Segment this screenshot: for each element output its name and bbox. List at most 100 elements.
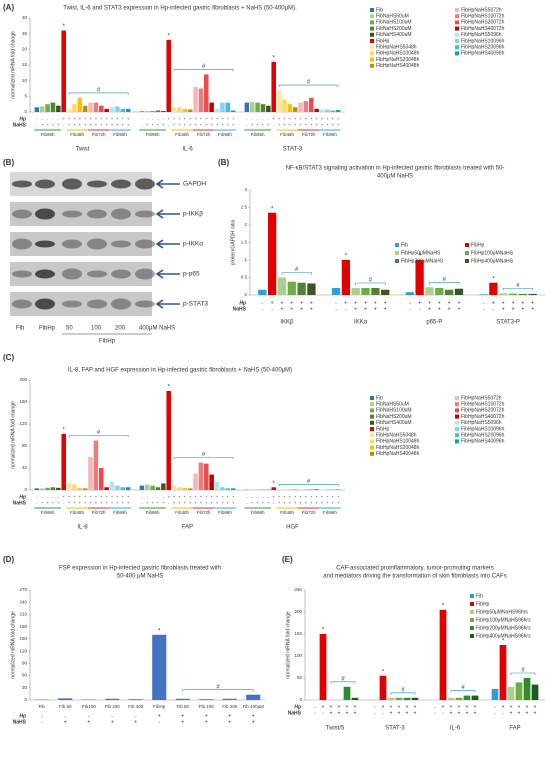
hp-sign: + — [337, 116, 340, 121]
group-label: p65-P — [426, 320, 442, 326]
bar — [508, 293, 518, 295]
hp-sign: - — [252, 494, 254, 499]
y-tick-label: 120 — [19, 648, 27, 653]
bar — [271, 487, 276, 490]
bar — [515, 682, 523, 700]
hp-sign: - — [268, 116, 270, 121]
nahs-sign: + — [162, 500, 165, 505]
panel-label: (E) — [282, 555, 293, 564]
y-tick-label: 0 — [24, 697, 27, 702]
nahs-sign: + — [414, 710, 417, 716]
lane-label: 100 — [91, 326, 102, 332]
hp-sign: - — [335, 300, 337, 306]
group-label: HGF — [286, 525, 299, 531]
nahs-sign: + — [294, 122, 297, 127]
nahs-sign: + — [346, 710, 349, 716]
nahs-sign: + — [512, 306, 515, 312]
panel-label: (A) — [3, 3, 14, 12]
nahs-sign: + — [89, 122, 92, 127]
hp-sign: - — [246, 494, 248, 499]
hp-sign: + — [278, 116, 281, 121]
x-tick-label: Fib 400 — [128, 704, 144, 709]
nahs-sign: + — [267, 122, 270, 127]
significance-mark: # — [97, 87, 101, 93]
nahs-sign: + — [73, 122, 76, 127]
hp-sign: + — [294, 494, 297, 499]
nahs-sign: - — [419, 306, 421, 312]
hp-sign: + — [315, 116, 318, 121]
legend-label: FibHpNaHS5096h — [461, 420, 502, 426]
hp-sign: + — [227, 116, 230, 121]
nahs-sign: + — [87, 719, 90, 725]
nahs-sign: - — [345, 306, 347, 312]
nahs-sign: + — [178, 122, 181, 127]
hp-sign: - — [135, 713, 137, 719]
hp-sign: + — [232, 494, 235, 499]
significance-mark: # — [341, 676, 345, 682]
chart-title: CAF-associated proinflammatory, tumor-pr… — [336, 566, 494, 572]
hp-sign: + — [390, 704, 393, 710]
legend-swatch — [370, 445, 374, 450]
hp-sign: + — [232, 116, 235, 121]
hp-sign: + — [210, 494, 213, 499]
hp-sign: + — [178, 116, 181, 121]
bar — [115, 106, 120, 112]
nahs-sign: + — [332, 500, 335, 505]
hp-sign: + — [518, 704, 521, 710]
bar — [463, 695, 471, 700]
nahs-sign: - — [141, 500, 143, 505]
hp-sign: + — [521, 300, 524, 306]
nahs-sign: + — [95, 500, 98, 505]
bar — [314, 108, 319, 112]
nahs-sign: + — [321, 500, 324, 505]
hp-sign: + — [290, 300, 293, 306]
nahs-sign: + — [189, 500, 192, 505]
hp-sign: + — [305, 116, 308, 121]
nahs-sign: + — [194, 122, 197, 127]
nahs-sign: + — [354, 306, 357, 312]
bar — [425, 287, 434, 295]
x-tick-label: Fib 50 — [176, 704, 189, 709]
subgroup-label: Fib48h — [175, 132, 189, 137]
bar — [491, 689, 499, 700]
nahs-sign: - — [36, 122, 38, 127]
hp-sign: + — [458, 704, 461, 710]
hp-sign: + — [168, 494, 171, 499]
subgroup-label: Fib96h — [113, 510, 127, 515]
bar — [220, 487, 225, 490]
nahs-sign: + — [518, 710, 521, 716]
y-axis-label: normalized mRNA fold change — [10, 401, 16, 469]
significance-mark: * — [382, 669, 385, 675]
blot-arrow — [155, 269, 180, 279]
significance-mark: * — [492, 276, 495, 282]
group-label: IKKβ — [280, 320, 294, 326]
bar — [266, 105, 271, 112]
panel-label: (C) — [3, 353, 14, 362]
blot-band — [135, 239, 155, 249]
nahs-sign: + — [68, 122, 71, 127]
bar — [77, 488, 83, 490]
legend-label: FibHp200μMNaHS — [401, 258, 444, 264]
bar — [405, 292, 414, 295]
chart-title: FSP expression in Hp-infected gastric fi… — [59, 566, 221, 572]
blot-band — [62, 178, 82, 190]
hp-sign: + — [315, 494, 318, 499]
legend-label: FibHpNaHS40072h — [461, 414, 505, 420]
lane-group-label: FibHp — [99, 339, 116, 345]
legend-label: FibHp100μMNaHS96hrs — [476, 617, 531, 623]
legend-label: FibHp100μMNaHS — [471, 250, 514, 256]
nahs-sign: - — [168, 122, 170, 127]
bar — [343, 686, 351, 700]
nahs-sign: + — [326, 500, 329, 505]
nahs-sign: + — [448, 306, 451, 312]
significance-mark: # — [401, 687, 405, 693]
blot-band — [12, 238, 32, 250]
hp-sign: - — [163, 494, 165, 499]
hp-sign: + — [414, 704, 417, 710]
hp-sign: + — [273, 116, 276, 121]
legend-label: FibNaHS200uM — [376, 26, 412, 32]
nahs-sign: + — [534, 710, 537, 716]
bar — [277, 277, 287, 295]
lane-label: 200 — [115, 326, 126, 332]
nahs-sign: + — [157, 122, 160, 127]
